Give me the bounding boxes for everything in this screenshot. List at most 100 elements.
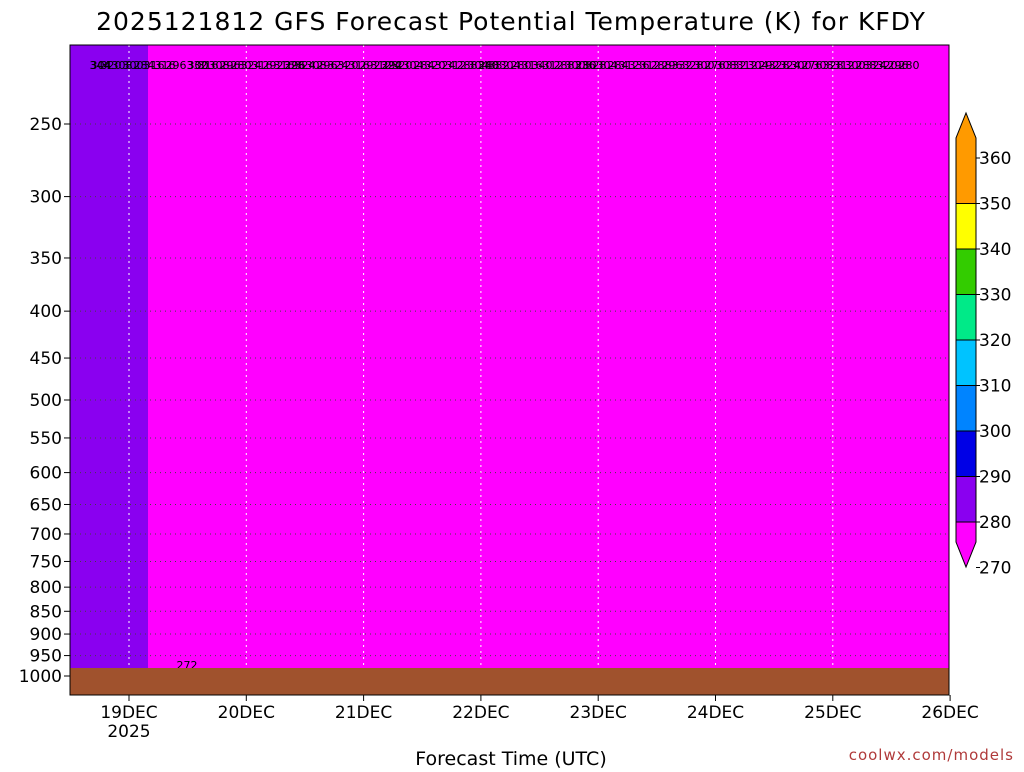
- theta-cell: [94, 390, 101, 396]
- theta-cell: [82, 330, 89, 336]
- theta-cell: [154, 630, 161, 636]
- theta-cell: [214, 220, 221, 226]
- theta-cell: [286, 610, 293, 616]
- theta-cell: [280, 510, 287, 516]
- theta-cell: [76, 615, 83, 621]
- theta-cell: [214, 140, 221, 146]
- theta-cell: [148, 435, 155, 441]
- theta-cell: [118, 625, 125, 631]
- theta-cell: [130, 330, 137, 336]
- theta-cell: [136, 410, 143, 416]
- theta-cell: [268, 235, 275, 241]
- theta-cell: [238, 325, 245, 331]
- theta-cell: [268, 480, 275, 486]
- theta-cell: [100, 105, 107, 111]
- theta-cell: [166, 635, 173, 641]
- theta-cell: [190, 75, 197, 81]
- theta-cell: [136, 60, 143, 66]
- theta-cell: [178, 585, 185, 591]
- theta-cell: [142, 270, 149, 276]
- theta-cell: [142, 600, 149, 606]
- theta-cell: [70, 175, 77, 181]
- theta-cell: [286, 515, 293, 521]
- theta-cell: [178, 470, 185, 476]
- theta-cell: [94, 105, 101, 111]
- theta-cell: [196, 480, 203, 486]
- theta-cell: [298, 90, 305, 96]
- theta-cell: [94, 295, 101, 301]
- theta-cell: [220, 255, 227, 261]
- theta-cell: [226, 375, 233, 381]
- theta-cell: [238, 335, 245, 341]
- theta-cell: [124, 455, 131, 461]
- theta-cell: [106, 615, 113, 621]
- theta-cell: [250, 495, 257, 501]
- theta-cell: [256, 525, 263, 531]
- theta-cell: [202, 155, 209, 161]
- theta-cell: [280, 150, 287, 156]
- theta-cell: [106, 150, 113, 156]
- theta-cell: [88, 525, 95, 531]
- theta-cell: [76, 260, 83, 266]
- theta-cell: [82, 475, 89, 481]
- theta-cell: [202, 290, 209, 296]
- theta-cell: [226, 515, 233, 521]
- theta-cell: [274, 270, 281, 276]
- theta-cell: [256, 585, 263, 591]
- theta-cell: [238, 365, 245, 371]
- theta-cell: [136, 355, 143, 361]
- theta-cell: [274, 540, 281, 546]
- theta-cell: [274, 255, 281, 261]
- theta-cell: [172, 365, 179, 371]
- theta-cell: [214, 465, 221, 471]
- theta-cell: [160, 505, 167, 511]
- theta-cell: [172, 340, 179, 346]
- theta-cell: [118, 380, 125, 386]
- theta-cell: [268, 265, 275, 271]
- theta-cell: [262, 370, 269, 376]
- theta-cell: [172, 615, 179, 621]
- theta-cell: [172, 520, 179, 526]
- theta-cell: [292, 315, 299, 321]
- theta-cell: [76, 485, 83, 491]
- theta-cell: [148, 615, 155, 621]
- theta-cell: [250, 140, 257, 146]
- theta-cell: [286, 585, 293, 591]
- theta-cell: [94, 315, 101, 321]
- theta-cell: [262, 90, 269, 96]
- theta-cell: [280, 415, 287, 421]
- theta-cell: [172, 135, 179, 141]
- theta-cell: [160, 445, 167, 451]
- theta-cell: [124, 425, 131, 431]
- theta-cell: [286, 185, 293, 191]
- theta-cell: [244, 155, 251, 161]
- theta-cell: [268, 605, 275, 611]
- theta-cell: [226, 240, 233, 246]
- theta-cell: [202, 520, 209, 526]
- theta-cell: [136, 655, 143, 661]
- theta-cell: [136, 170, 143, 176]
- theta-cell: [160, 390, 167, 396]
- theta-cell: [274, 180, 281, 186]
- theta-cell: [76, 130, 83, 136]
- theta-cell: [214, 580, 221, 586]
- theta-cell: [250, 85, 257, 91]
- theta-cell: [292, 145, 299, 151]
- theta-cell: [106, 590, 113, 596]
- theta-cell: [190, 385, 197, 391]
- theta-cell: [142, 585, 149, 591]
- theta-cell: [106, 250, 113, 256]
- theta-cell: [148, 205, 155, 211]
- theta-cell: [178, 215, 185, 221]
- theta-cell: [100, 640, 107, 646]
- theta-cell: [82, 160, 89, 166]
- theta-cell: [292, 220, 299, 226]
- theta-cell: [190, 155, 197, 161]
- theta-cell: [292, 270, 299, 276]
- theta-cell: [82, 155, 89, 161]
- theta-cell: [172, 165, 179, 171]
- theta-cell: [70, 465, 77, 471]
- theta-cell: [262, 290, 269, 296]
- theta-cell: [100, 515, 107, 521]
- theta-cell: [136, 445, 143, 451]
